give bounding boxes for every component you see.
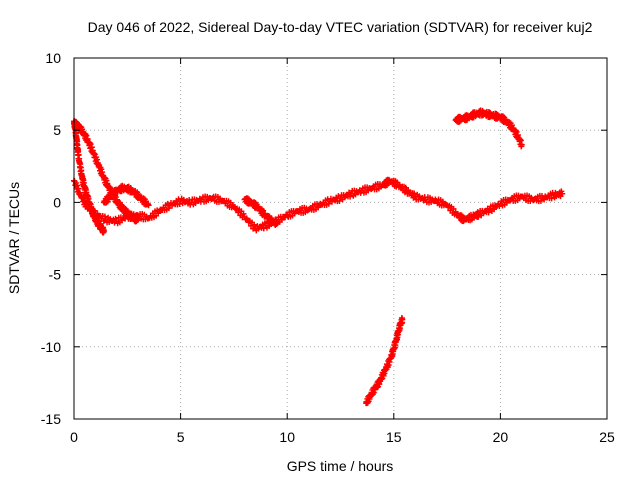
data-point: [518, 141, 525, 148]
y-tick-label: -15: [41, 411, 61, 427]
x-tick-label: 15: [386, 429, 402, 445]
x-axis-label: GPS time / hours: [287, 458, 394, 474]
x-tick-label: 0: [70, 429, 78, 445]
data-point: [452, 208, 459, 215]
x-tick-label: 20: [493, 429, 509, 445]
data-point: [485, 209, 492, 216]
y-tick-label: -10: [41, 339, 61, 355]
data-point: [100, 228, 107, 235]
x-tick-label: 10: [279, 429, 295, 445]
data-point: [74, 182, 81, 189]
y-tick-label: 0: [53, 194, 61, 210]
data-point: [325, 200, 332, 207]
data-point: [122, 205, 129, 212]
chart-title: Day 046 of 2022, Sidereal Day-to-day VTE…: [88, 19, 593, 35]
data-point: [127, 210, 134, 217]
data-point: [98, 166, 105, 173]
y-tick-label: 10: [45, 50, 61, 66]
data-point: [75, 185, 82, 192]
y-axis-label: SDTVAR / TECUs: [6, 182, 22, 294]
data-point: [103, 177, 110, 184]
data-point: [251, 221, 258, 228]
data-point: [548, 195, 555, 202]
data-point: [513, 128, 520, 135]
data-point: [240, 210, 247, 217]
data-point: [101, 213, 108, 220]
plot-frame: [73, 57, 608, 420]
x-tick-label: 25: [599, 429, 615, 445]
data-point: [86, 139, 93, 146]
y-tick-label: -5: [49, 267, 62, 283]
data-point: [399, 316, 406, 323]
data-point: [336, 197, 343, 204]
x-tick-label: 5: [177, 429, 185, 445]
data-point: [517, 137, 524, 144]
y-tick-label: 5: [53, 122, 61, 138]
data-point: [347, 193, 354, 200]
data-point: [385, 361, 392, 368]
data-point: [145, 202, 152, 209]
data-point: [134, 216, 141, 223]
axis-ticks: 0 5 10 15 20 25 -15 -10 -5 0 5 10: [41, 50, 615, 445]
data-point: [88, 144, 95, 151]
data-point: [273, 221, 280, 228]
data-point: [165, 205, 172, 212]
data-points: [71, 107, 566, 407]
data-point: [559, 190, 566, 197]
